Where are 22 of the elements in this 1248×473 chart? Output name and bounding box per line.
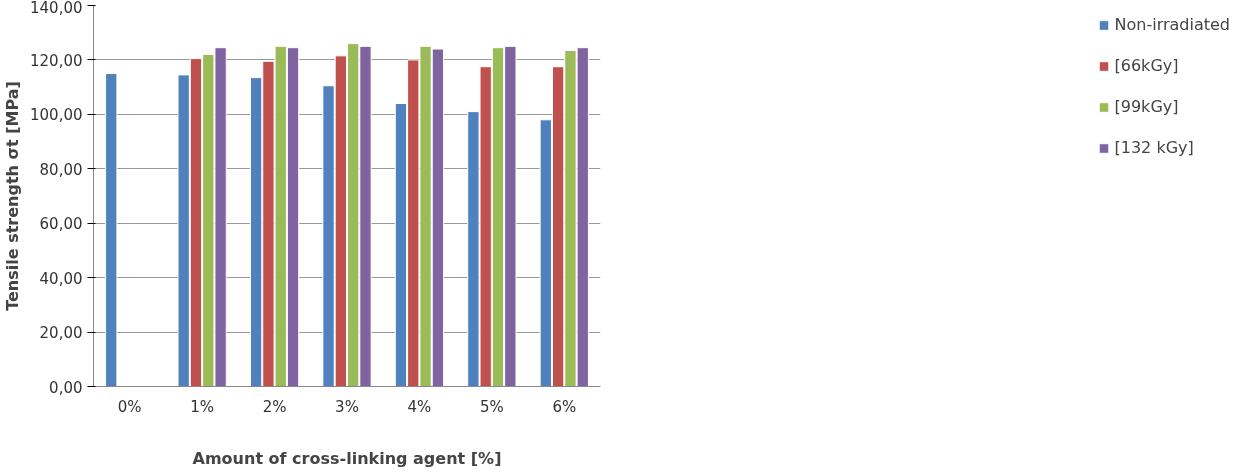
x-tick-label: 3% [335, 397, 359, 416]
y-tick-label: 0,00 [49, 378, 83, 397]
y-tick-label: 60,00 [39, 215, 83, 234]
x-tick-label: 4% [407, 397, 432, 416]
x-tick-label: 5% [479, 397, 504, 416]
y-tick-label: 20,00 [39, 324, 83, 343]
y-axis-title: Tensile strength σt [MPa] [3, 81, 23, 311]
bar [105, 73, 118, 387]
legend-label: [66kGy] [1114, 56, 1179, 75]
x-tick-label: 2% [262, 397, 287, 416]
legend-label: [132 kGy] [1114, 138, 1194, 157]
y-tick-label: 120,00 [30, 51, 83, 70]
y-tick-label: 140,00 [30, 0, 83, 17]
y-tick-label: 40,00 [39, 269, 83, 288]
y-tick-label: 80,00 [39, 160, 83, 179]
legend-label: Non-irradiated [1114, 15, 1230, 34]
x-axis-title: Amount of cross-linking agent [%] [192, 448, 502, 468]
x-tick-label: 1% [190, 397, 215, 416]
x-tick-label: 6% [552, 397, 577, 416]
legend-label: [99kGy] [1114, 97, 1179, 116]
x-tick-label: 0% [117, 397, 142, 416]
y-tick-label: 100,00 [30, 106, 83, 125]
